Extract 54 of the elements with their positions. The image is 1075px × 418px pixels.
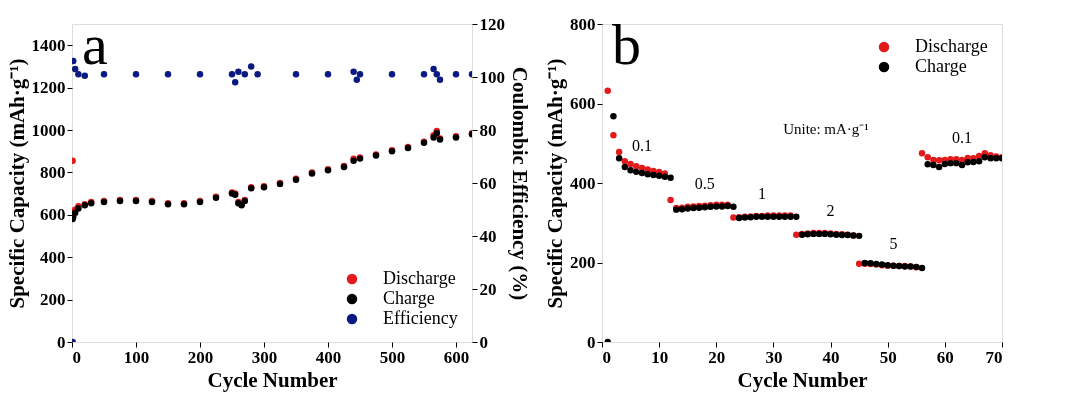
y2-tick-label: 40: [479, 226, 497, 246]
legend-label: Efficiency: [383, 308, 458, 328]
y-tick-label: 400: [40, 247, 66, 267]
y-axis-title: Specific Capacity (mAh·g⁻¹): [543, 58, 567, 309]
annotation: 2: [826, 202, 835, 220]
y2-tick-label: 0: [479, 332, 488, 352]
x-tick-label: 600: [443, 347, 470, 367]
x-tick-label: 60: [936, 347, 954, 367]
x-tick-label: 40: [822, 347, 840, 367]
annotation: 5: [889, 234, 898, 252]
annotation: Unite: mA·g⁻¹: [783, 120, 869, 137]
y2-tick-label: 80: [479, 120, 497, 140]
y-tick-label: 800: [40, 162, 66, 182]
y-tick-label: 1400: [31, 35, 66, 55]
x-tick-label: 20: [708, 347, 726, 367]
y2-tick-label: 60: [479, 173, 497, 193]
legend-label: Charge: [915, 56, 967, 76]
x-tick-label: 10: [651, 347, 669, 367]
y-tick-label: 600: [570, 94, 596, 113]
annotation: 0.1: [952, 128, 972, 146]
x-tick-label: 100: [123, 347, 150, 367]
annotation: 1: [758, 184, 766, 202]
y-axis-title: Specific Capacity (mAh·g⁻¹): [4, 58, 29, 309]
y2-tick-label: 100: [479, 67, 505, 87]
annotation: b: [612, 12, 641, 77]
y2-tick-label: 120: [479, 14, 505, 34]
x-tick-label: 70: [985, 347, 1003, 367]
y-tick-label: 1200: [31, 78, 66, 98]
x-tick-label: 50: [879, 347, 897, 367]
y-tick-label: 800: [570, 14, 596, 34]
annotation: 0.5: [694, 174, 715, 192]
x-tick-label: 300: [251, 347, 278, 367]
annotation: a: [82, 12, 108, 77]
y2-axis-title: Coulombic Efficiency (%): [508, 66, 532, 301]
x-tick-label: 0: [602, 347, 611, 367]
y2-tick-label: 20: [479, 279, 497, 299]
y-tick-label: 200: [570, 253, 596, 272]
y-tick-label: 200: [40, 290, 66, 310]
x-tick-label: 200: [187, 347, 214, 367]
x-tick-label: 500: [379, 347, 406, 367]
x-axis-title: Cycle Number: [737, 367, 868, 392]
annotation: 0.1: [632, 136, 652, 154]
legend-label: Discharge: [383, 268, 456, 288]
y-tick-label: 0: [587, 332, 596, 352]
x-tick-label: 400: [315, 347, 342, 367]
x-tick-label: 0: [72, 347, 81, 367]
x-axis-title: Cycle Number: [207, 367, 338, 392]
legend-label: Discharge: [915, 36, 988, 56]
y-tick-label: 0: [57, 332, 66, 352]
y-tick-label: 600: [40, 205, 66, 225]
legend-label: Charge: [383, 288, 435, 308]
y-tick-label: 1000: [31, 120, 66, 140]
x-tick-label: 30: [765, 347, 783, 367]
y-tick-label: 400: [570, 173, 596, 193]
